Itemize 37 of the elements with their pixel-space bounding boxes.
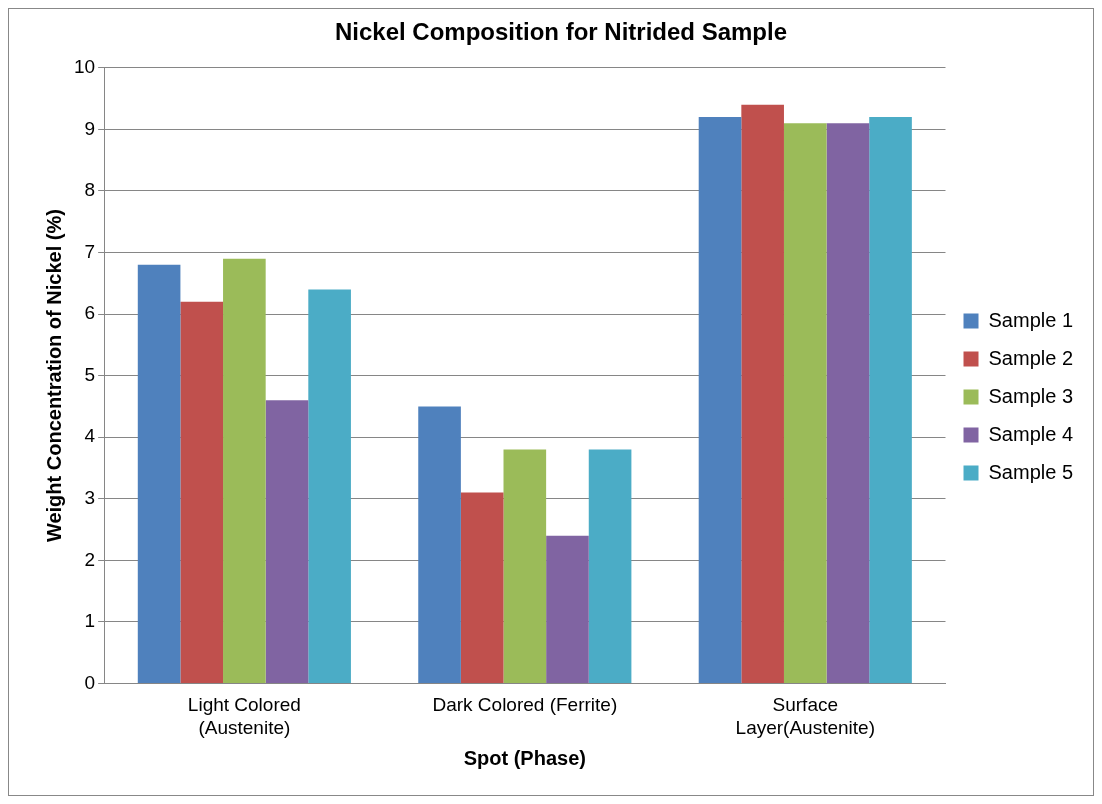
y-tick-label: 4 bbox=[84, 425, 96, 447]
legend-label: Sample 4 bbox=[988, 422, 1074, 445]
y-tick-label: 1 bbox=[84, 610, 96, 632]
legend-label: Sample 2 bbox=[988, 346, 1074, 369]
bar bbox=[741, 104, 784, 683]
bar bbox=[783, 123, 827, 683]
bar bbox=[265, 400, 309, 683]
y-axis-title: Weight Concentration of Nickel (%) bbox=[42, 209, 65, 543]
y-tick-label: 8 bbox=[84, 179, 96, 201]
y-tick-label: 3 bbox=[84, 486, 96, 508]
y-tick-label: 0 bbox=[84, 671, 96, 693]
chart-title: Nickel Composition for Nitrided Sample bbox=[334, 18, 788, 46]
bar bbox=[223, 258, 266, 683]
bar bbox=[137, 264, 181, 683]
x-tick-label: Surface Layer(Austenite) bbox=[735, 694, 875, 738]
y-tick-label: 10 bbox=[73, 56, 96, 78]
bar bbox=[418, 406, 461, 683]
y-tick-label: 7 bbox=[84, 240, 96, 262]
x-axis-title: Spot (Phase) bbox=[463, 746, 586, 769]
x-tick-label: Light Colored (Austenite) bbox=[187, 694, 301, 738]
y-tick-label: 6 bbox=[84, 302, 96, 324]
bar bbox=[180, 301, 224, 683]
bar bbox=[308, 289, 351, 683]
bar bbox=[546, 535, 589, 683]
x-tick-label: Dark Colored (Ferrite) bbox=[432, 694, 618, 716]
bar bbox=[460, 492, 504, 683]
legend-label: Sample 1 bbox=[988, 308, 1074, 331]
legend-label: Sample 5 bbox=[988, 460, 1074, 483]
y-tick-label: 9 bbox=[84, 117, 96, 139]
bar bbox=[826, 123, 870, 683]
bar bbox=[503, 449, 547, 683]
bar bbox=[588, 449, 632, 683]
bar bbox=[698, 117, 742, 683]
legend-label: Sample 3 bbox=[988, 384, 1074, 407]
y-tick-label: 5 bbox=[84, 363, 96, 385]
y-tick-label: 2 bbox=[84, 548, 96, 570]
bar bbox=[869, 117, 912, 683]
